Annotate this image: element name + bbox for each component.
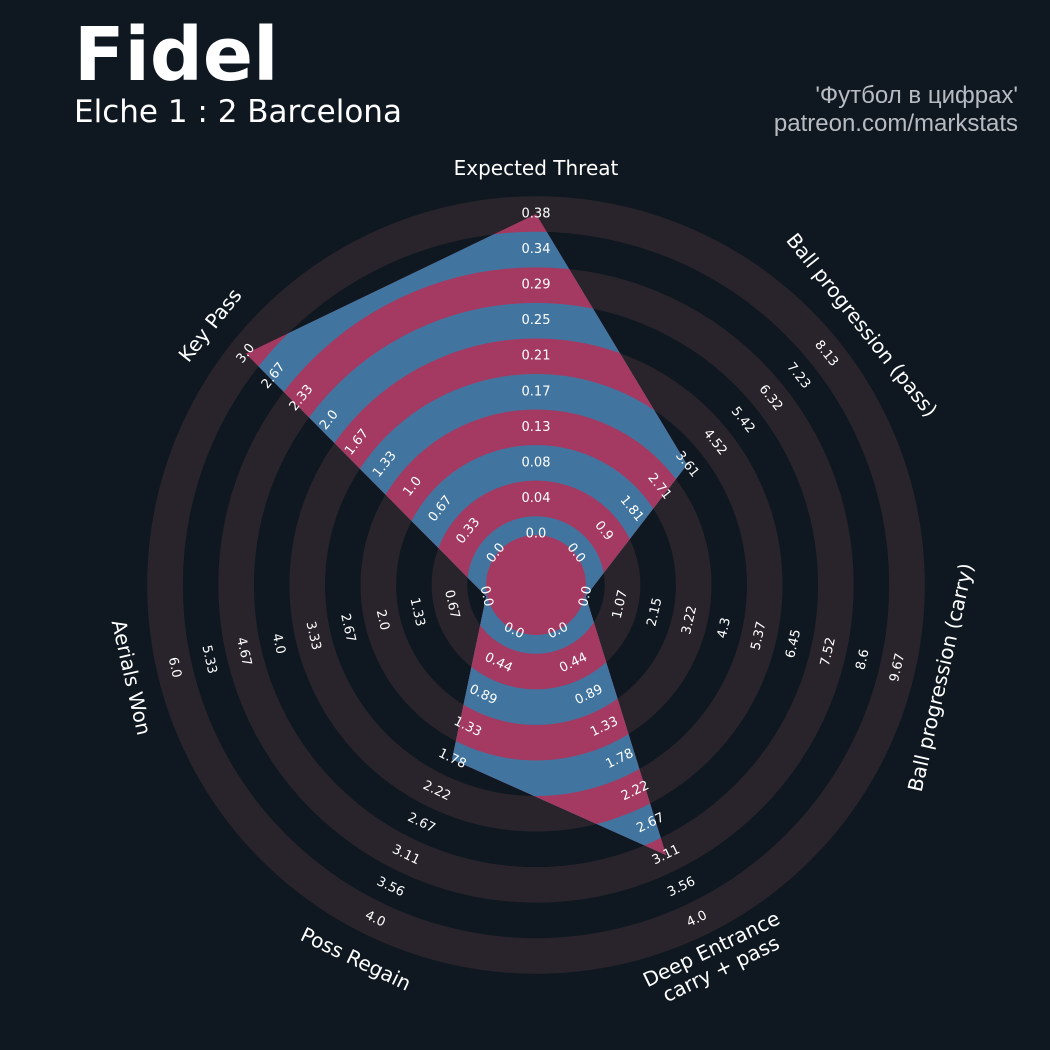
radar-tick-label: 7.52 [818, 636, 839, 668]
player-name-title: Fidel [74, 12, 279, 98]
radar-tick-label: 0.17 [522, 384, 551, 399]
radar-tick-label: 6.45 [783, 628, 804, 660]
radar-tick-label: 0.34 [522, 242, 551, 257]
credit-line-1: 'Футбол в цифрах' [815, 82, 1018, 109]
radar-tick-label: 5.33 [198, 644, 219, 676]
radar-tick-label: 3.33 [302, 620, 323, 652]
radar-tick-label: 0.13 [522, 420, 551, 435]
radar-tick-label: 5.37 [748, 620, 769, 652]
radar-tick-label: 1.07 [610, 589, 631, 621]
radar-param-label: Expected Threat [454, 156, 619, 180]
radar-param-label: Aerials Won [107, 617, 157, 737]
radar-tick-label: 4.67 [233, 636, 254, 668]
radar-tick-label: 0.0 [576, 585, 595, 609]
radar-tick-label: 8.6 [853, 648, 872, 672]
radar-tick-label: 0.67 [441, 589, 462, 621]
radar-tick-label: 0.0 [477, 585, 496, 609]
radar-tick-label: 2.67 [337, 612, 358, 644]
radar-tick-label: 3.22 [679, 604, 700, 636]
radar-tick-label: 1.33 [406, 596, 427, 628]
radar-center [486, 535, 586, 635]
credit-line-2: patreon.com/markstats [773, 110, 1018, 137]
radar-tick-label: 0.25 [522, 313, 551, 328]
radar-tick-label: 0.04 [522, 491, 551, 506]
radar-tick-label: 0.0 [526, 527, 547, 542]
radar-tick-label: 4.0 [269, 632, 288, 656]
radar-tick-label: 0.38 [522, 207, 551, 222]
radar-tick-label: 0.21 [522, 349, 551, 364]
radar-tick-label: 9.67 [887, 652, 908, 684]
match-subtitle: Elche 1 : 2 Barcelona [74, 94, 402, 130]
radar-tick-label: 2.0 [373, 608, 392, 632]
radar-tick-label: 4.3 [715, 616, 734, 640]
radar-tick-label: 0.08 [522, 455, 551, 470]
radar-tick-label: 0.29 [522, 278, 551, 293]
radar-tick-label: 2.15 [644, 596, 665, 628]
radar-tick-label: 6.0 [165, 656, 184, 680]
